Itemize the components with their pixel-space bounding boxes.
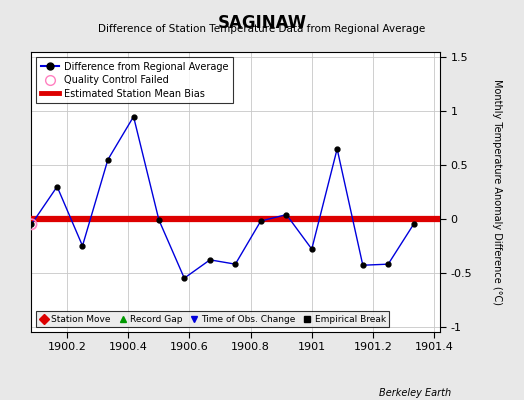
Text: Difference of Station Temperature Data from Regional Average: Difference of Station Temperature Data f… bbox=[99, 24, 425, 34]
Legend: Station Move, Record Gap, Time of Obs. Change, Empirical Break: Station Move, Record Gap, Time of Obs. C… bbox=[36, 311, 389, 328]
Point bbox=[27, 221, 36, 228]
Y-axis label: Monthly Temperature Anomaly Difference (°C): Monthly Temperature Anomaly Difference (… bbox=[492, 79, 501, 305]
Text: Berkeley Earth: Berkeley Earth bbox=[378, 388, 451, 398]
Text: SAGINAW: SAGINAW bbox=[217, 14, 307, 32]
